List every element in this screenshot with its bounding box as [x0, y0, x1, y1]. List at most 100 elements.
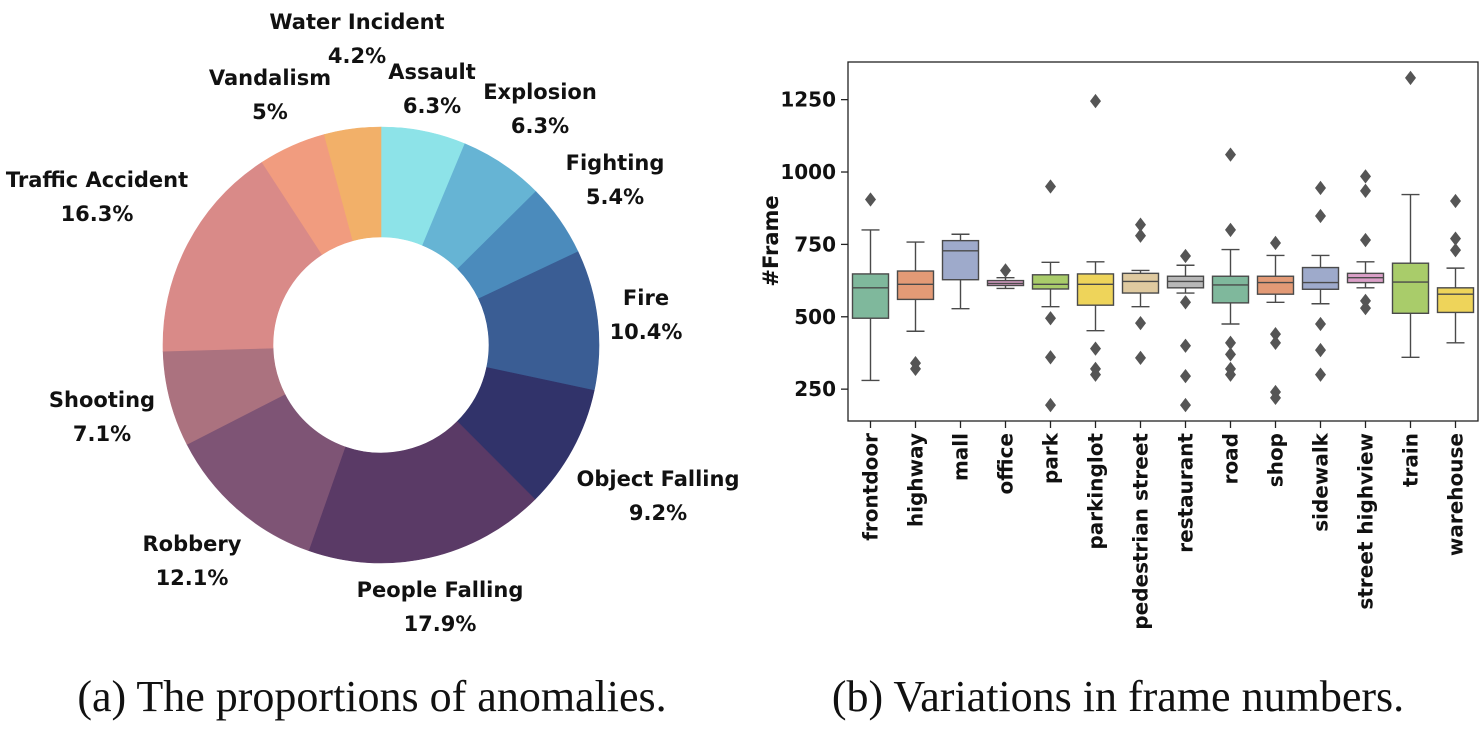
iqr-box — [1436, 287, 1475, 314]
outlier-point — [1180, 397, 1191, 413]
outlier-point — [1135, 217, 1146, 232]
x-tick-label-park: park — [1039, 432, 1063, 484]
outlier-point — [1090, 93, 1101, 109]
slice-pct-shooting: 7.1% — [73, 422, 131, 446]
outlier-point — [1450, 243, 1461, 258]
x-tick-label-train: train — [1399, 433, 1423, 487]
boxplot-x-axis: frontdoor highway mall office park parkinglot… — [859, 421, 1468, 630]
x-tick-label-mall: mall — [949, 433, 973, 481]
slice-label-explosion: Explosion — [483, 80, 597, 104]
outlier-point — [1225, 367, 1236, 382]
iqr-box — [1211, 275, 1250, 304]
slice-label-people-falling: People Falling — [357, 578, 524, 602]
outlier-point — [1180, 248, 1191, 264]
outlier-point — [1405, 70, 1416, 86]
box-park — [1031, 179, 1070, 413]
caption-b: (b) Variations in frame numbers. — [832, 672, 1404, 721]
slice-pct-assault: 6.3% — [403, 94, 461, 118]
iqr-box — [1031, 274, 1070, 290]
outlier-point — [1315, 342, 1326, 358]
slice-label-vandalism: Vandalism — [209, 66, 331, 90]
iqr-box — [1256, 275, 1295, 295]
box-train — [1391, 70, 1430, 359]
outlier-point — [1360, 232, 1371, 248]
boxplot-y-axis: 250 500 750 1000 1250 — [780, 88, 848, 401]
slice-pct-explosion: 6.3% — [511, 114, 569, 138]
outlier-point — [1270, 326, 1281, 342]
slice-label-shooting: Shooting — [49, 388, 155, 412]
boxplot-boxes — [851, 70, 1475, 413]
anomaly-donut-chart — [162, 126, 600, 564]
box-office — [986, 263, 1025, 290]
iqr-box — [1301, 266, 1340, 290]
x-tick-label-sidewalk: sidewalk — [1309, 432, 1333, 531]
x-tick-label-pedestrian-street: pedestrian street — [1129, 433, 1153, 630]
x-tick-label-parkinglot: parkinglot — [1084, 433, 1108, 550]
outlier-point — [1360, 293, 1371, 309]
slice-label-traffic-accident: Traffic Accident — [6, 168, 188, 192]
outlier-point — [1315, 367, 1326, 382]
box-parkinglot — [1076, 93, 1115, 382]
box-road — [1211, 147, 1250, 382]
outlier-point — [1270, 390, 1281, 405]
outlier-point — [1225, 347, 1236, 362]
slice-water-incident — [323, 126, 382, 242]
iqr-box — [1121, 272, 1160, 294]
slice-pct-robbery: 12.1% — [156, 566, 229, 590]
anomaly-donut-labels: Assault 6.3% Explosion 6.3% Fighting 5.4% Fire… — [6, 10, 740, 636]
outlier-point — [1315, 316, 1326, 332]
boxplot-y-axis-label: #Frame — [759, 195, 783, 286]
outlier-point — [1045, 179, 1056, 194]
slice-pct-object-falling: 9.2% — [629, 501, 687, 525]
box-street-highview — [1346, 169, 1385, 316]
x-tick-label-highway: highway — [904, 433, 928, 527]
iqr-box — [896, 270, 935, 301]
box-warehouse — [1436, 193, 1475, 344]
slice-pct-fire: 10.4% — [610, 320, 683, 344]
x-tick-label-warehouse: warehouse — [1444, 433, 1468, 556]
box-pedestrian-street — [1121, 217, 1160, 366]
iqr-box — [1076, 273, 1115, 306]
outlier-point — [1315, 208, 1326, 224]
outlier-point — [1045, 350, 1056, 365]
outlier-point — [865, 192, 876, 207]
slice-pct-water-incident: 4.2% — [328, 44, 386, 68]
caption-a: (a) The proportions of anomalies. — [77, 672, 666, 721]
slice-label-assault: Assault — [388, 60, 476, 84]
x-tick-label-office: office — [994, 433, 1018, 494]
boxplot-frame — [847, 61, 1479, 422]
slice-label-fire: Fire — [623, 286, 669, 310]
outlier-point — [1090, 341, 1101, 356]
outlier-point — [1135, 228, 1146, 243]
slice-label-robbery: Robbery — [143, 532, 242, 556]
box-sidewalk — [1301, 180, 1340, 382]
outlier-point — [910, 355, 921, 371]
slice-people-falling — [308, 421, 536, 564]
outlier-point — [1270, 335, 1281, 350]
outlier-point — [1180, 338, 1191, 353]
box-mall — [941, 233, 980, 310]
outlier-point — [1000, 263, 1011, 278]
outlier-point — [1360, 169, 1371, 184]
slice-pct-people-falling: 17.9% — [404, 612, 477, 636]
slice-traffic-accident — [162, 161, 323, 352]
x-tick-label-road: road — [1219, 433, 1243, 484]
x-tick-label-shop: shop — [1264, 433, 1288, 487]
x-tick-label-frontdoor: frontdoor — [859, 433, 883, 541]
outlier-point — [1045, 397, 1056, 413]
x-tick-label-restaurant: restaurant — [1174, 433, 1198, 553]
y-tick-label: 250 — [794, 377, 836, 401]
frame-boxplot-chart: 250 500 750 1000 1250 frontdoor highway mall of… — [759, 61, 1479, 630]
slice-label-water-incident: Water Incident — [269, 10, 444, 34]
box-highway — [896, 241, 935, 377]
slice-pct-traffic-accident: 16.3% — [61, 202, 134, 226]
box-frontdoor — [851, 192, 890, 382]
outlier-point — [1450, 231, 1461, 246]
slice-label-fighting: Fighting — [566, 151, 665, 175]
outlier-point — [1225, 335, 1236, 350]
slice-pct-vandalism: 5% — [252, 100, 288, 124]
outlier-point — [1360, 300, 1371, 316]
outlier-point — [1180, 368, 1191, 384]
outlier-point — [1045, 311, 1056, 326]
